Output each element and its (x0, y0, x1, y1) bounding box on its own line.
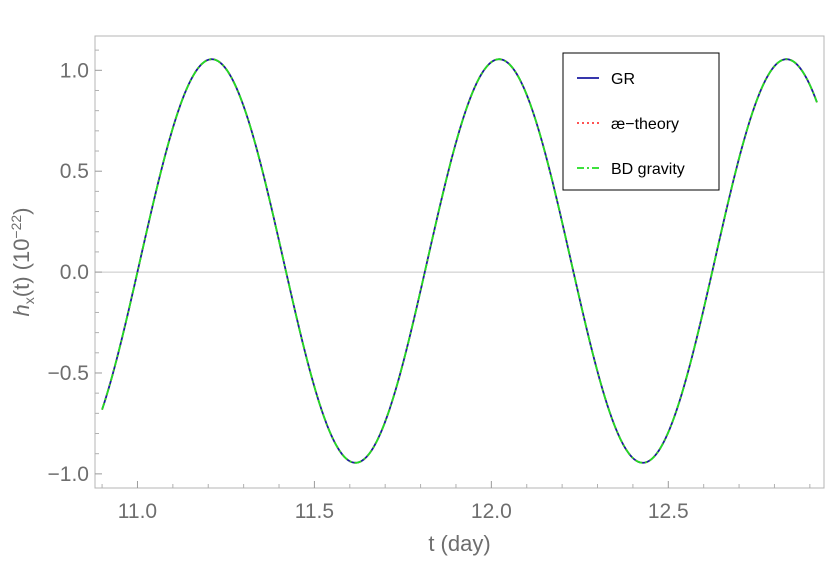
legend-label: æ−theory (611, 116, 679, 133)
plot-frame (94, 35, 825, 489)
y-tick-label: −1.0 (48, 463, 89, 486)
y-axis-title-symbol: h (9, 304, 34, 316)
series-lines (101, 58, 818, 464)
x-tick-label: 12.5 (648, 500, 689, 523)
x-axis-ticks: 11.0 11.5 12.0 12.5 (101, 481, 811, 523)
y-tick-label: −0.5 (48, 362, 89, 385)
y-axis-title-exponent: −22 (8, 215, 24, 239)
legend-label: GR (611, 71, 635, 88)
legend-label: BD gravity (611, 161, 685, 178)
y-axis-title-body: (t) (10 (9, 239, 34, 298)
y-axis-title-close: ) (9, 207, 34, 214)
x-tick-label: 12.0 (471, 500, 512, 523)
x-tick-label: 11.0 (118, 500, 157, 523)
x-axis-title: t (day) (428, 531, 490, 556)
y-tick-label: 1.0 (60, 59, 89, 82)
y-axis-title-subscript: x (21, 297, 37, 304)
y-tick-label: 0.0 (60, 261, 89, 284)
y-axis-title: hx(t) (10−22) (8, 207, 37, 316)
y-tick-label: 0.5 (60, 160, 89, 183)
series-line-bd-gravity (101, 58, 818, 464)
y-axis-ticks: −1.0 −0.5 0.0 0.5 1.0 (48, 49, 102, 486)
x-tick-label: 11.5 (295, 500, 334, 523)
legend: GR æ−theory BD gravity (562, 52, 720, 191)
